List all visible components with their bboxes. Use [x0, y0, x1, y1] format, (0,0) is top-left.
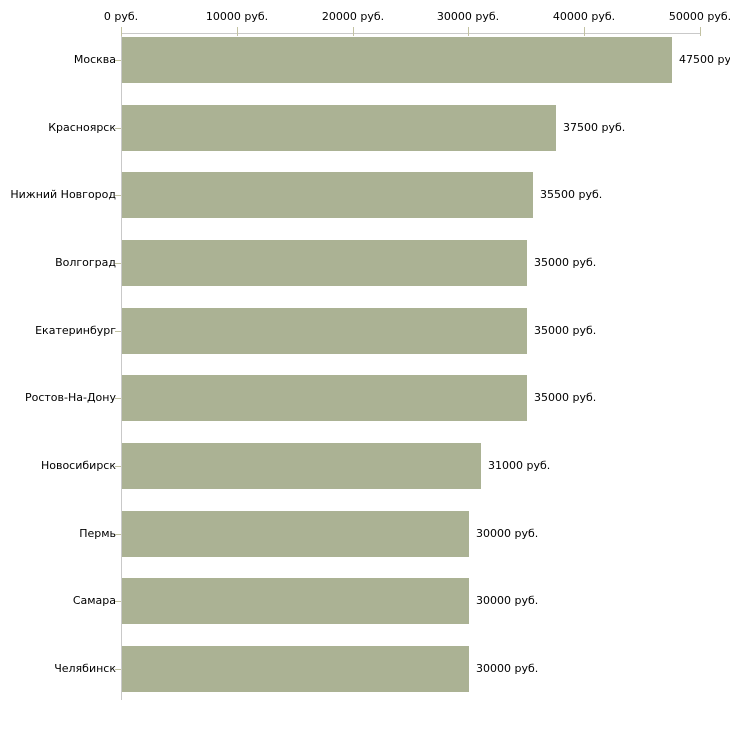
- bar-category-label: Екатеринбург: [35, 324, 116, 337]
- x-tick: [700, 27, 701, 36]
- bar: [122, 443, 481, 489]
- bar-value-label: 35500 руб.: [540, 188, 603, 201]
- x-tick: [121, 27, 122, 36]
- bar-category-label: Челябинск: [54, 662, 116, 675]
- x-axis-line: [121, 33, 701, 34]
- bar-value-label: 35000 руб.: [534, 256, 597, 269]
- bar: [122, 240, 527, 286]
- bar: [122, 37, 672, 83]
- bar-value-label: 30000 руб.: [476, 527, 539, 540]
- x-tick: [468, 27, 469, 36]
- y-tick: [115, 195, 121, 196]
- x-tick-label: 10000 руб.: [205, 10, 269, 23]
- y-tick: [115, 128, 121, 129]
- bar: [122, 511, 469, 557]
- y-tick: [115, 398, 121, 399]
- bar-value-label: 35000 руб.: [534, 391, 597, 404]
- bar-category-label: Самара: [72, 594, 116, 607]
- y-tick: [115, 60, 121, 61]
- y-tick: [115, 669, 121, 670]
- bar-category-label: Нижний Новгород: [10, 188, 116, 201]
- y-tick: [115, 466, 121, 467]
- x-tick: [584, 27, 585, 36]
- bar-category-label: Ростов-На-Дону: [24, 391, 116, 404]
- bar-category-label: Волгоград: [55, 256, 116, 269]
- bar-category-label: Новосибирск: [40, 459, 116, 472]
- bar: [122, 375, 527, 421]
- bar: [122, 578, 469, 624]
- y-tick: [115, 263, 121, 264]
- bar-value-label: 30000 руб.: [476, 594, 539, 607]
- bar-value-label: 37500 руб.: [563, 121, 626, 134]
- bar-value-label: 47500 руб.: [679, 53, 730, 66]
- bar: [122, 172, 533, 218]
- bar-category-label: Москва: [73, 53, 116, 66]
- x-tick-label: 50000 руб.: [668, 10, 730, 23]
- y-tick: [115, 601, 121, 602]
- y-tick: [115, 331, 121, 332]
- x-tick-label: 30000 руб.: [436, 10, 500, 23]
- bar: [122, 308, 527, 354]
- bar-value-label: 31000 руб.: [488, 459, 551, 472]
- x-tick: [353, 27, 354, 36]
- bar-category-label: Красноярск: [48, 121, 116, 134]
- x-tick-label: 0 руб.: [103, 10, 139, 23]
- bar-category-label: Пермь: [79, 527, 116, 540]
- bar: [122, 105, 556, 151]
- x-tick-label: 20000 руб.: [321, 10, 385, 23]
- bar-value-label: 35000 руб.: [534, 324, 597, 337]
- bar-value-label: 30000 руб.: [476, 662, 539, 675]
- y-tick: [115, 534, 121, 535]
- bar: [122, 646, 469, 692]
- x-tick-label: 40000 руб.: [552, 10, 616, 23]
- x-tick: [237, 27, 238, 36]
- y-axis-line: [121, 33, 122, 700]
